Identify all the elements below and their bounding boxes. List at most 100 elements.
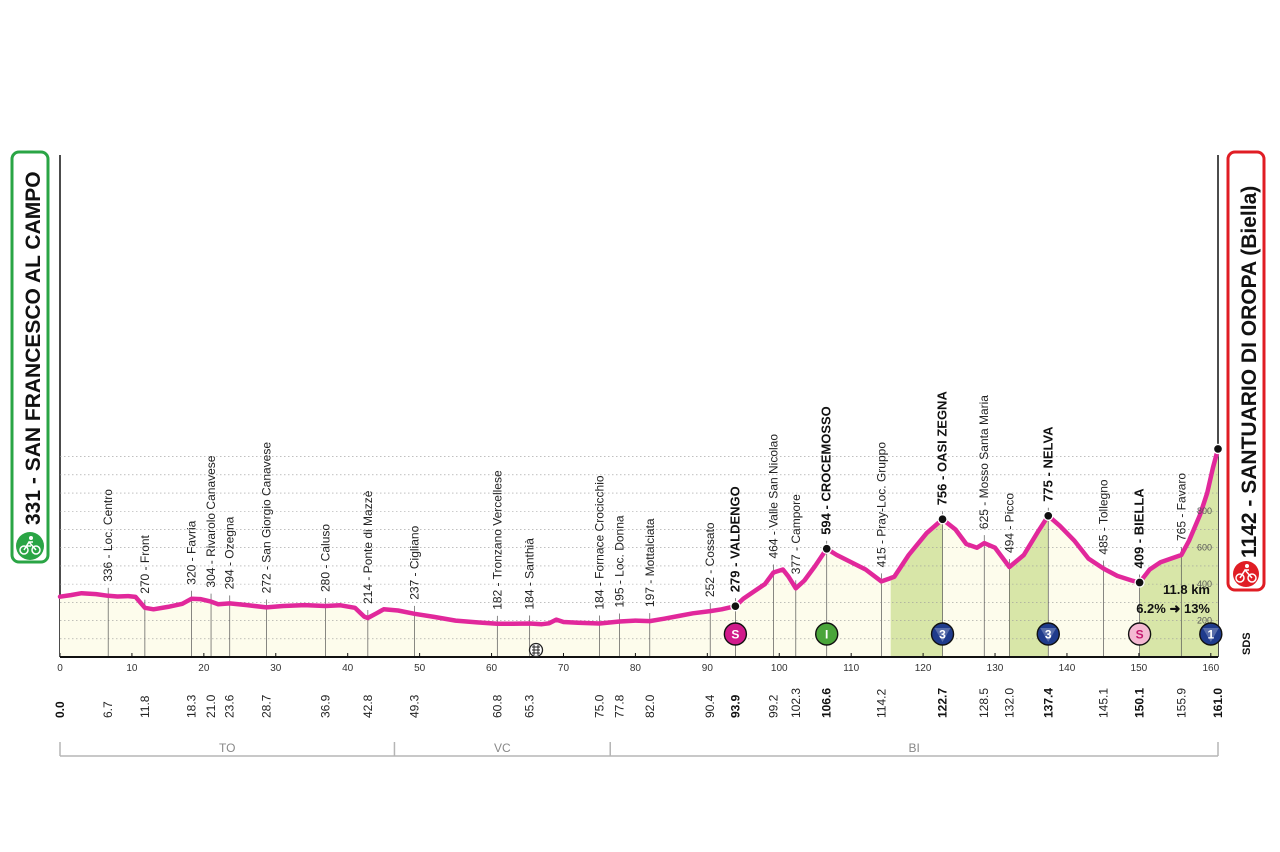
km-tick-label: 150 xyxy=(1131,663,1148,674)
km-tick-label: 90 xyxy=(702,663,714,674)
province-bar: TO VC BI xyxy=(59,741,1219,757)
place-dots xyxy=(730,443,1224,612)
badge-sprint-magenta: S xyxy=(723,622,748,646)
km-tick-label: 40 xyxy=(342,663,354,674)
km-tick-label: 10 xyxy=(126,663,138,674)
badge-kom: 3 xyxy=(1036,622,1060,646)
place-dot xyxy=(937,514,948,525)
km-point-label: 114.2 xyxy=(874,689,888,718)
climb-area-1 xyxy=(890,519,943,657)
province-label: BI xyxy=(908,741,919,755)
place-labels: 336 - Loc. Centro 270 - Front 320 - Favria… xyxy=(101,391,1188,610)
badge-intermediate-green: I xyxy=(815,622,839,646)
km-point-label: 18.3 xyxy=(185,694,199,718)
km-tick-labels: 0 10 20 30 40 50 60 70 80 90 100 110 120 130 140 150 160 xyxy=(57,653,1220,674)
place-label: 485 - Tollegno xyxy=(1097,479,1111,554)
km-point-label: 155.9 xyxy=(1174,688,1188,718)
start-box xyxy=(10,150,50,564)
place-dot xyxy=(821,543,832,554)
place-label: 336 - Loc. Centro xyxy=(101,489,115,582)
final-climb-info: 11.8 km 6.2% ➜ 13% xyxy=(1136,582,1210,616)
km-point-label: 6.7 xyxy=(101,701,115,718)
km-point-label: 106.6 xyxy=(820,688,834,718)
finish-dot xyxy=(1212,443,1224,455)
place-label: 625 - Mosso Santa Maria xyxy=(977,395,991,529)
place-label: 272 - San Giorgio Canavese xyxy=(259,442,273,594)
finish-box xyxy=(1226,150,1266,592)
final-climb-length: 11.8 km xyxy=(1163,582,1210,597)
km-tick-label: 130 xyxy=(987,663,1004,674)
km-point-label: 122.7 xyxy=(936,688,950,718)
km-tick-label: 140 xyxy=(1059,663,1076,674)
km-point-label: 60.8 xyxy=(490,694,504,718)
svg-text:3: 3 xyxy=(939,628,946,642)
start-label: 331 - SAN FRANCESCO AL CAMPO xyxy=(22,171,45,525)
place-dot xyxy=(1134,577,1145,588)
km-point-label: 42.8 xyxy=(361,694,375,718)
place-label: 775 - NELVA xyxy=(1040,426,1055,502)
altitude-tick-label: 600 xyxy=(1197,543,1212,553)
badge-kom: 1 xyxy=(1199,622,1223,646)
climb-area-2 xyxy=(1009,515,1049,657)
place-label: 494 - Picco xyxy=(1002,493,1016,553)
km-point-label: 145.1 xyxy=(1097,688,1111,718)
place-label: 214 - Ponte di Mazzè xyxy=(361,490,375,604)
place-label: 464 - Valle San Nicolao xyxy=(767,434,781,559)
km-point-label: 21.0 xyxy=(204,694,218,718)
bicycle-icon xyxy=(1233,561,1259,587)
place-dot xyxy=(1043,510,1054,521)
km-tick-label: 100 xyxy=(771,663,788,674)
km-point-label: 65.3 xyxy=(523,694,537,718)
km-point-label: 77.8 xyxy=(613,694,627,718)
svg-text:S: S xyxy=(1136,628,1144,642)
altitude-tick-labels: 200 400 600 800 xyxy=(1197,506,1212,625)
place-label: 765 - Favaro xyxy=(1174,473,1188,541)
altitude-grid xyxy=(60,456,1218,640)
place-label: 195 - Loc. Donna xyxy=(613,515,627,607)
km-tick-label: 50 xyxy=(414,663,426,674)
km-point-label: 128.5 xyxy=(977,688,991,718)
km-tick-label: 20 xyxy=(198,663,210,674)
km-point-label: 99.2 xyxy=(767,694,781,718)
km-tick-label: 0 xyxy=(57,663,63,674)
sds-label: SDS xyxy=(1241,632,1253,655)
profile-line xyxy=(57,446,1221,627)
place-label: 294 - Ozegna xyxy=(223,516,237,589)
km-point-label: 132.0 xyxy=(1002,688,1016,718)
final-climb-gradient: 6.2% ➜ 13% xyxy=(1136,601,1210,616)
place-label: 320 - Favria xyxy=(185,520,199,584)
finish-label: 1142 - SANTUARIO DI OROPA (Biella) xyxy=(1238,186,1261,558)
km-point-label: 161.0 xyxy=(1211,688,1225,718)
place-label: 270 - Front xyxy=(138,534,152,593)
km-tick-label: 120 xyxy=(915,663,932,674)
place-label: 280 - Caluso xyxy=(318,524,332,592)
km-point-label: 137.4 xyxy=(1041,688,1055,718)
altitude-tick-label: 800 xyxy=(1197,506,1212,516)
svg-text:1: 1 xyxy=(1207,628,1214,642)
classification-badges: S I 3 3 S 1 xyxy=(723,622,1223,646)
start-panel: 331 - SAN FRANCESCO AL CAMPO xyxy=(10,150,50,564)
place-label: 377 - Campore xyxy=(789,494,803,574)
km-point-label: 11.8 xyxy=(138,695,152,718)
km-point-label: 0.0 xyxy=(53,701,67,718)
km-point-label: 90.4 xyxy=(703,694,717,718)
climb-area-3 xyxy=(1139,448,1218,657)
km-point-label: 36.9 xyxy=(318,694,332,718)
km-point-label: 93.9 xyxy=(728,694,742,718)
km-tick-label: 60 xyxy=(486,663,498,674)
km-point-label: 28.7 xyxy=(259,694,273,718)
km-point-label: 82.0 xyxy=(643,694,657,718)
place-label: 594 - CROCEMOSSO xyxy=(819,406,834,535)
place-label: 182 - Tronzano Vercellese xyxy=(490,470,504,610)
finish-panel: 1142 - SANTUARIO DI OROPA (Biella) xyxy=(1226,150,1266,592)
km-point-labels: 0.0 6.7 11.8 18.3 21.0 23.6 28.7 36.9 42.8 49.3 60… xyxy=(53,688,1225,718)
place-label: 197 - Mottalciata xyxy=(643,518,657,607)
svg-text:S: S xyxy=(731,628,739,642)
place-label: 184 - Fornace Crocicchio xyxy=(592,475,606,609)
km-point-label: 102.3 xyxy=(789,688,803,718)
place-label: 184 - Santhià xyxy=(523,538,537,610)
bicycle-icon xyxy=(16,532,44,560)
altitude-tick-label: 400 xyxy=(1197,579,1212,589)
svg-text:3: 3 xyxy=(1045,628,1052,642)
